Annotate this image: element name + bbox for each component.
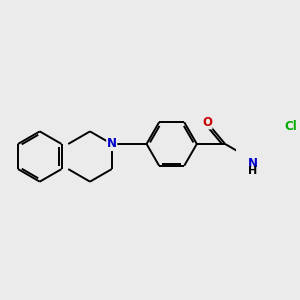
Text: O: O (202, 116, 212, 129)
Text: H: H (248, 166, 257, 176)
Text: N: N (248, 157, 258, 170)
Text: Cl: Cl (284, 120, 297, 133)
Text: N: N (107, 137, 117, 151)
